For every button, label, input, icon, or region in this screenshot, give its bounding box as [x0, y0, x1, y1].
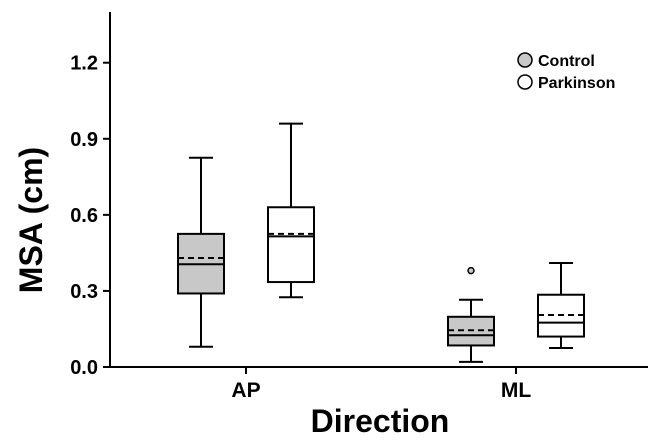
x-tick-label: AP	[231, 379, 260, 402]
outlier-point	[467, 266, 475, 275]
y-tick-label: 0.9	[70, 129, 98, 151]
legend-label-parkinson: Parkinson	[538, 75, 615, 92]
y-axis-ticks: 0.0 0.3 0.6 0.9 1.2	[70, 53, 110, 379]
box-control-ml	[447, 266, 495, 363]
y-tick-label: 0.0	[70, 357, 98, 379]
axes	[109, 12, 648, 368]
x-tick-label: ML	[501, 379, 531, 402]
box-parkinson-ml	[537, 262, 585, 349]
legend: Control Parkinson	[517, 52, 615, 92]
y-tick-label: 0.3	[70, 281, 98, 303]
y-tick-label: 0.6	[70, 205, 98, 227]
legend-marker-control	[517, 52, 533, 68]
y-axis-title: MSA (cm)	[13, 147, 49, 293]
y-tick-label: 1.2	[70, 53, 98, 75]
box-parkinson-ap	[267, 122, 315, 299]
x-axis-ticks: AP ML	[231, 367, 531, 402]
x-axis-title: Direction	[311, 403, 450, 439]
iqr-box	[267, 206, 315, 284]
legend-label-control: Control	[538, 53, 595, 70]
legend-marker-parkinson	[517, 74, 533, 90]
boxes-layer	[177, 122, 585, 363]
box-control-ap	[177, 156, 225, 348]
